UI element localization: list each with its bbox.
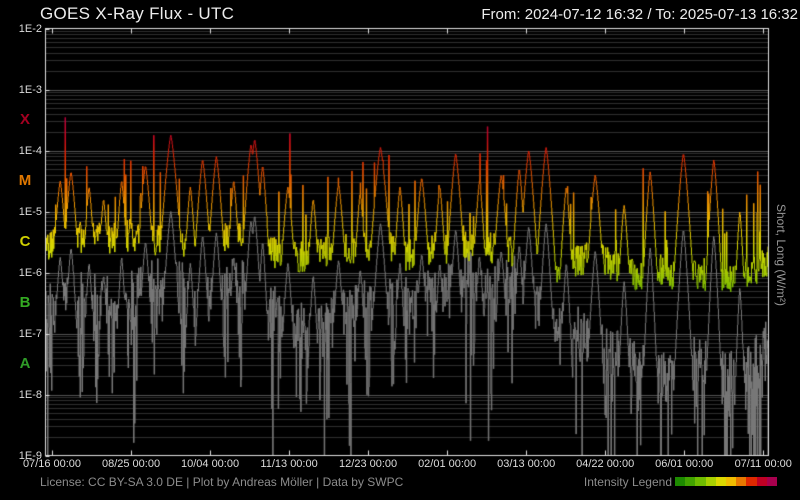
class-label-x: X bbox=[19, 111, 30, 128]
y-tick-label: 1E-5 bbox=[18, 205, 42, 218]
x-tick-label: 03/13 00:00 bbox=[497, 458, 556, 470]
legend-color-swatch bbox=[675, 477, 686, 486]
legend-color-swatch bbox=[715, 477, 726, 486]
class-label-m: M bbox=[18, 172, 32, 189]
x-tick-label: 04/22 00:00 bbox=[576, 458, 635, 470]
license-text: License: CC BY-SA 3.0 DE | Plot by Andre… bbox=[40, 475, 404, 489]
x-tick-label: 07/16 00:00 bbox=[22, 458, 82, 470]
x-tick-label: 11/13 00:00 bbox=[260, 458, 318, 470]
x-tick-label: 12/23 00:00 bbox=[339, 458, 398, 470]
legend-color-swatch bbox=[695, 477, 706, 486]
legend-color-swatch bbox=[736, 477, 747, 486]
class-label-a: A bbox=[19, 355, 31, 372]
legend-color-swatch bbox=[746, 477, 757, 486]
time-range-label: From: 2024-07-12 16:32 / To: 2025-07-13 … bbox=[481, 6, 798, 23]
chart-title: GOES X-Ray Flux - UTC bbox=[40, 4, 235, 23]
x-tick-label: 06/01 00:00 bbox=[655, 458, 714, 470]
x-tick-label: 10/04 00:00 bbox=[180, 458, 240, 470]
x-tick-label: 02/01 00:00 bbox=[418, 458, 477, 470]
legend-color-swatch bbox=[685, 477, 696, 486]
y-tick-label: 1E-9 bbox=[18, 449, 42, 462]
class-label-c: C bbox=[19, 233, 31, 250]
y-tick-label: 1E-6 bbox=[18, 266, 42, 279]
right-axis-label: Short, Long (W/m²) bbox=[774, 203, 788, 307]
y-tick-label: 1E-8 bbox=[18, 388, 42, 401]
y-tick-label: 1E-3 bbox=[18, 83, 42, 96]
x-tick-label: 08/25 00:00 bbox=[101, 458, 161, 470]
legend-color-swatch bbox=[725, 477, 737, 486]
y-tick-label: 1E-7 bbox=[18, 327, 42, 340]
y-tick-label: 1E-4 bbox=[18, 144, 42, 157]
y-tick-label: 1E-2 bbox=[18, 22, 42, 35]
legend-color-swatch bbox=[766, 477, 777, 486]
intensity-legend-gradient bbox=[675, 477, 777, 486]
x-tick-label: 07/11 00:00 bbox=[734, 458, 792, 470]
intensity-legend-label: Intensity Legend bbox=[583, 475, 672, 489]
class-label-b: B bbox=[19, 294, 31, 311]
legend-color-swatch bbox=[705, 477, 716, 486]
legend-color-swatch bbox=[756, 477, 767, 486]
